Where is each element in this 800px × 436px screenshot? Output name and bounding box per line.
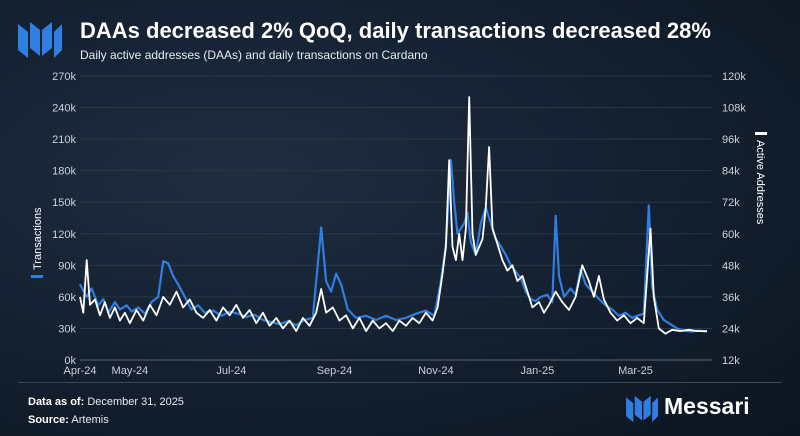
x-tick-label: Sep-24 [317, 365, 352, 377]
x-tick-label: Mar-25 [618, 365, 653, 377]
transactions-legend-swatch [31, 275, 43, 278]
messari-logo-icon [18, 22, 62, 58]
footer-divider [18, 382, 782, 383]
y-axis-right: 12k 24k 36k 48k 60k 72k 84k 96k 108k 120k [722, 71, 746, 367]
y-left-tick-label: 30k [58, 323, 76, 335]
y-axis-right-label: Active Addresses [754, 140, 766, 225]
active-addresses-legend-swatch [755, 132, 767, 135]
y-left-tick-label: 0k [64, 355, 76, 367]
y-left-tick-label: 180k [52, 166, 76, 178]
footer-notes: Data as of: December 31, 2025 Source: Ar… [28, 393, 184, 429]
source-value: Artemis [71, 414, 109, 426]
brand-logo: Messari [626, 391, 776, 423]
line-chart: 0k 30k 60k 90k 120k 150k 180k 210k 240k 270k 12k 2… [31, 71, 767, 377]
y-left-tick-label: 240k [52, 103, 76, 115]
chart-title: DAAs decreased 2% QoQ, daily transaction… [80, 18, 711, 43]
chart-header: DAAs decreased 2% QoQ, daily transaction… [18, 14, 788, 64]
y-right-tick-label: 24k [722, 323, 740, 335]
messari-logo-icon [626, 395, 658, 422]
y-left-tick-label: 90k [58, 260, 76, 272]
x-tick-label: Jan-25 [521, 365, 555, 377]
transactions-series-line [79, 159, 708, 333]
y-right-tick-label: 60k [722, 229, 740, 241]
x-tick-label: May-24 [112, 365, 149, 377]
chart-subtitle: Daily active addresses (DAAs) and daily … [80, 48, 428, 62]
y-right-tick-label: 84k [722, 166, 740, 178]
data-as-of-label: Data as of: [28, 396, 85, 408]
y-right-tick-label: 120k [722, 71, 746, 83]
brand-name: Messari [664, 393, 750, 419]
y-right-tick-label: 72k [722, 197, 740, 209]
y-right-tick-label: 36k [722, 292, 740, 304]
y-right-tick-label: 96k [722, 134, 740, 146]
x-tick-label: Jul-24 [216, 365, 246, 377]
data-as-of-value: December 31, 2025 [87, 396, 184, 408]
x-axis: Apr-24 May-24 Jul-24 Sep-24 Nov-24 Jan-25 Mar-… [63, 359, 712, 377]
grid-lines [80, 75, 712, 361]
y-axis-left-label: Transactions [32, 207, 44, 270]
y-right-tick-label: 108k [722, 103, 746, 115]
series-group [79, 96, 708, 335]
y-left-tick-label: 60k [58, 292, 76, 304]
y-left-tick-label: 210k [52, 134, 76, 146]
axis-labels: Transactions Active Addresses [31, 132, 767, 278]
y-left-tick-label: 270k [52, 71, 76, 83]
x-tick-label: Nov-24 [418, 365, 453, 377]
y-axis-left: 0k 30k 60k 90k 120k 150k 180k 210k 240k 270k [52, 71, 76, 367]
x-tick-label: Apr-24 [63, 365, 96, 377]
source-label: Source: [28, 414, 69, 426]
y-right-tick-label: 48k [722, 260, 740, 272]
y-left-tick-label: 150k [52, 197, 76, 209]
y-left-tick-label: 120k [52, 229, 76, 241]
active-addresses-series-line [79, 96, 707, 335]
y-right-tick-label: 12k [722, 355, 740, 367]
